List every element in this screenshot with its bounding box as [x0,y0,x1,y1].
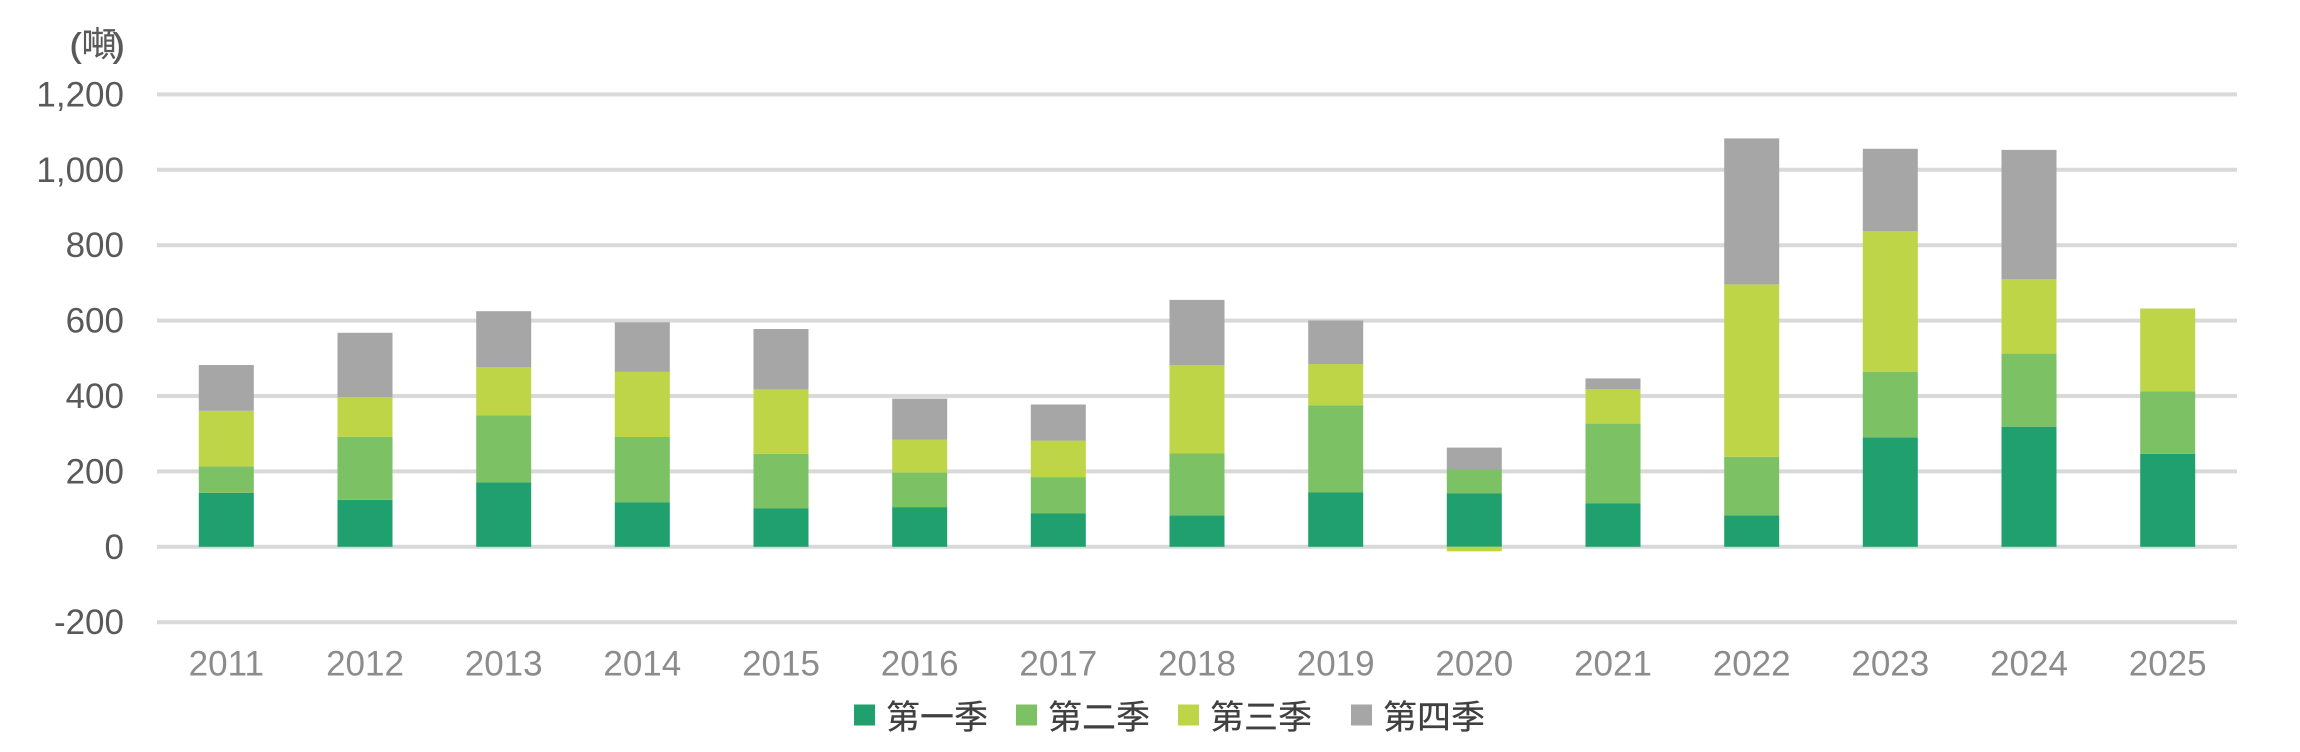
svg-text:400: 400 [66,377,124,416]
svg-text:2013: 2013 [465,645,543,684]
svg-text:2012: 2012 [326,645,404,684]
svg-text:2018: 2018 [1158,645,1236,684]
svg-text:2022: 2022 [1713,645,1791,684]
svg-text:2025: 2025 [2129,645,2207,684]
svg-text:2019: 2019 [1297,645,1375,684]
svg-text:0: 0 [105,528,124,567]
svg-text:2020: 2020 [1435,645,1513,684]
svg-text:2023: 2023 [1851,645,1929,684]
svg-text:2016: 2016 [881,645,959,684]
svg-text:2014: 2014 [603,645,681,684]
svg-text:600: 600 [66,302,124,341]
svg-text:1,000: 1,000 [36,151,124,190]
svg-text:800: 800 [66,226,124,265]
svg-text:2021: 2021 [1574,645,1652,684]
svg-text:-200: -200 [54,603,124,642]
svg-text:2011: 2011 [189,645,264,684]
svg-text:1,200: 1,200 [36,75,124,114]
svg-text:(: ( [70,27,81,64]
svg-text:2024: 2024 [1990,645,2068,684]
svg-text:200: 200 [66,452,124,491]
svg-text:2015: 2015 [742,645,820,684]
svg-text:): ) [113,27,124,64]
svg-text:2017: 2017 [1019,645,1097,684]
